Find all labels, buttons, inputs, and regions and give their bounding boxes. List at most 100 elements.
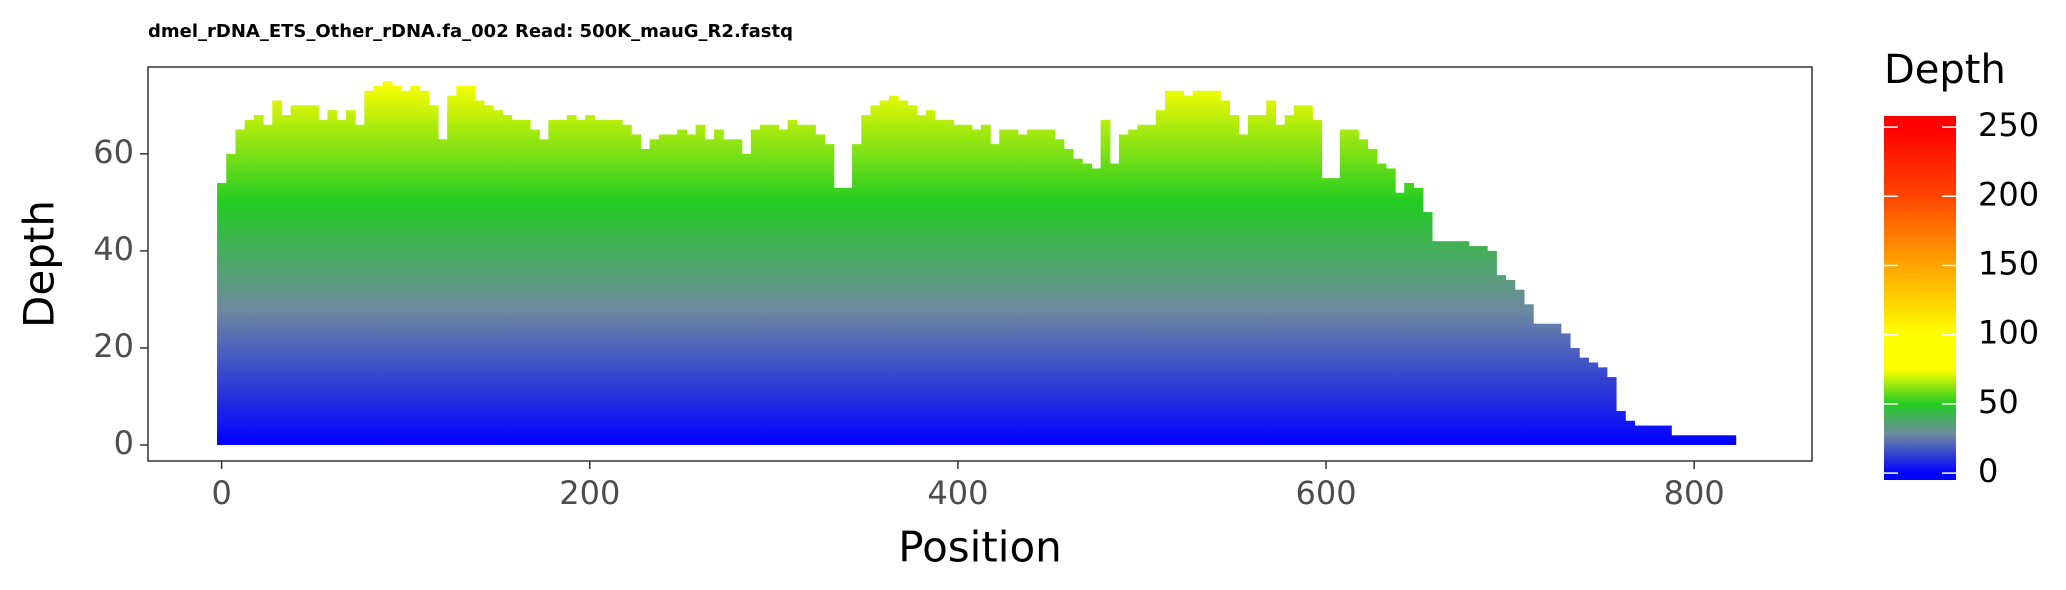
bar (1339, 129, 1350, 445)
bar (217, 182, 227, 445)
bar (695, 124, 706, 445)
bar (1560, 333, 1571, 445)
bar (1367, 149, 1378, 445)
bar (916, 115, 927, 445)
bar (1082, 163, 1092, 445)
bar (990, 144, 1000, 445)
y-tick-label: 40 (93, 230, 134, 268)
bar (1404, 182, 1415, 445)
bar (1625, 420, 1635, 445)
bar (1671, 435, 1681, 445)
bar (631, 134, 641, 445)
bar (1109, 163, 1120, 445)
bar (1606, 377, 1617, 445)
bar (1450, 241, 1461, 445)
bar (226, 153, 237, 445)
bar (649, 139, 660, 445)
bar (272, 100, 283, 445)
bar (1017, 134, 1028, 445)
bar (861, 115, 872, 445)
bar (309, 105, 319, 445)
legend-label: 100 (1978, 314, 2039, 352)
bar (806, 124, 816, 445)
bar (1238, 134, 1249, 445)
bar (1349, 129, 1359, 445)
bar (447, 95, 457, 445)
bar (1036, 129, 1046, 445)
bar (391, 85, 402, 445)
bar (1413, 187, 1424, 445)
bar (621, 124, 632, 445)
y-axis-title: Depth (15, 200, 64, 328)
bar (907, 105, 918, 445)
bar (1689, 435, 1700, 445)
x-tick-label: 0 (211, 474, 231, 512)
x-tick-label: 600 (1296, 474, 1357, 512)
bar (1395, 192, 1405, 445)
bar (704, 139, 715, 445)
bar (612, 119, 623, 445)
bar (1321, 178, 1332, 445)
bar (1164, 90, 1175, 445)
bar (281, 115, 292, 445)
bar (815, 134, 826, 445)
bar (1174, 90, 1184, 445)
bar (668, 134, 678, 445)
legend-label: 200 (1978, 175, 2039, 213)
bar (1634, 425, 1645, 445)
bar (1312, 119, 1323, 445)
bar (1615, 411, 1626, 445)
bar (971, 129, 982, 445)
bar (1569, 347, 1580, 445)
bar (1680, 435, 1691, 445)
bar (566, 115, 577, 445)
bar (603, 119, 614, 445)
bar (1192, 90, 1203, 445)
bar (355, 124, 365, 445)
bar (1514, 289, 1525, 445)
bar (1376, 163, 1387, 445)
bar (1533, 323, 1543, 445)
bar (1008, 129, 1019, 445)
bar (1708, 435, 1718, 445)
bar (253, 115, 264, 445)
bar (1275, 124, 1286, 445)
bar (235, 129, 246, 445)
bar (1026, 129, 1037, 445)
bar (1128, 129, 1138, 445)
bar (999, 129, 1010, 445)
bar (1661, 425, 1672, 445)
bar (401, 90, 411, 445)
bar (456, 85, 467, 445)
bar (1257, 115, 1267, 445)
bar (336, 119, 347, 445)
bar (1523, 304, 1534, 445)
bar (1045, 129, 1056, 445)
bar (502, 115, 513, 445)
bar (934, 119, 945, 445)
y-tick-label: 0 (114, 424, 134, 462)
bar (686, 134, 697, 445)
bar (585, 115, 595, 445)
bar (1330, 178, 1341, 445)
bar (640, 149, 651, 445)
legend-title: Depth (1884, 47, 2006, 93)
bar (714, 129, 724, 445)
bar (557, 119, 568, 445)
bar (1247, 115, 1258, 445)
bar (760, 124, 770, 445)
chart-title: dmel_rDNA_ETS_Other_rDNA.fa_002 Read: 50… (148, 21, 793, 42)
legend-label: 50 (1978, 383, 2019, 421)
bar (1505, 280, 1516, 445)
x-axis-title: Position (898, 523, 1062, 572)
bar (1284, 115, 1295, 445)
bar (244, 119, 255, 445)
bar (953, 124, 964, 445)
bar (1652, 425, 1663, 445)
legend-label: 0 (1978, 452, 1998, 490)
x-tick-label: 200 (559, 474, 620, 512)
bar (1643, 425, 1654, 445)
bar (419, 90, 430, 445)
bar (428, 105, 439, 445)
